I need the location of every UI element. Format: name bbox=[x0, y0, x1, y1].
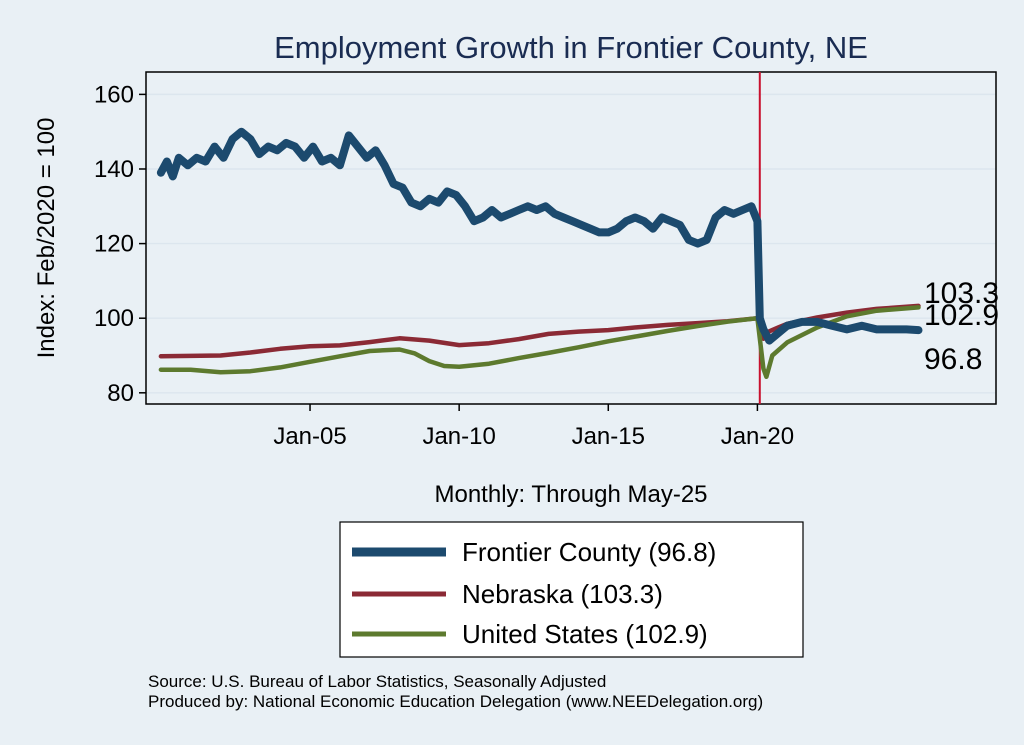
legend-label: Nebraska (103.3) bbox=[462, 579, 663, 609]
series-lines bbox=[156, 72, 923, 404]
legend: Frontier County (96.8) Nebraska (103.3) Un… bbox=[352, 537, 716, 649]
legend-label: Frontier County (96.8) bbox=[462, 537, 716, 567]
y-tick-label: 140 bbox=[94, 156, 134, 183]
chart-title: Employment Growth in Frontier County, NE bbox=[274, 30, 868, 65]
y-tick-label: 80 bbox=[107, 380, 134, 407]
x-axis-label: Monthly: Through May-25 bbox=[434, 481, 707, 508]
x-tick-label: Jan-10 bbox=[422, 423, 495, 450]
y-tick-label: 160 bbox=[94, 81, 134, 108]
y-tick-label: 120 bbox=[94, 231, 134, 258]
series-line-united-states bbox=[158, 305, 921, 380]
x-axis: Jan-05 Jan-10 Jan-15 Jan-20 bbox=[273, 404, 794, 450]
plot-area-frame bbox=[145, 71, 997, 405]
y-tick-label: 100 bbox=[94, 305, 134, 332]
x-tick-label: Jan-15 bbox=[572, 423, 645, 450]
end-label: 102.9 bbox=[924, 299, 999, 332]
series-line-frontier-county bbox=[156, 127, 923, 345]
x-tick-label: Jan-20 bbox=[721, 423, 794, 450]
y-axis-label: Index: Feb/2020 = 100 bbox=[33, 118, 60, 359]
producer-note: Produced by: National Economic Education… bbox=[148, 692, 764, 711]
footer: Source: U.S. Bureau of Labor Statistics,… bbox=[148, 672, 763, 712]
source-note: Source: U.S. Bureau of Labor Statistics,… bbox=[148, 672, 607, 691]
end-label: 103.3 bbox=[924, 277, 999, 310]
y-axis: 80 100 120 140 160 bbox=[94, 81, 146, 407]
end-label: 96.8 bbox=[924, 343, 982, 376]
legend-label: United States (102.9) bbox=[462, 619, 708, 649]
x-tick-label: Jan-05 bbox=[273, 423, 346, 450]
gridlines bbox=[146, 93, 996, 394]
